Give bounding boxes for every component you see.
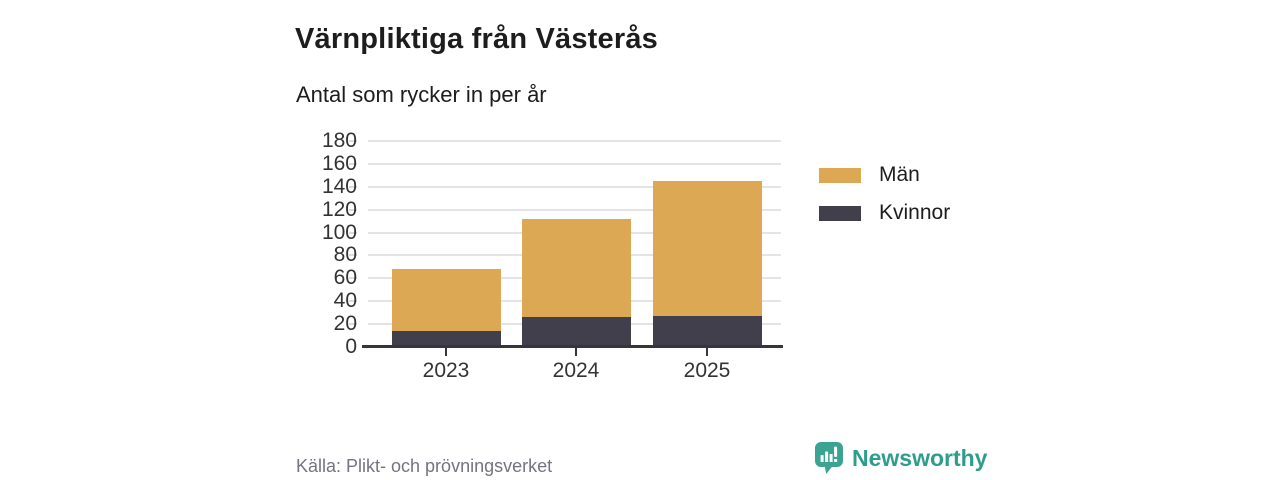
x-tick-2024: [575, 348, 577, 356]
legend-item-men: Män: [819, 163, 950, 187]
x-axis-line: [362, 345, 783, 348]
source-text: Källa: Plikt- och prövningsverket: [296, 456, 553, 476]
x-axis-label-2025: 2025: [683, 359, 731, 382]
y-axis-label-60: 60: [333, 266, 357, 290]
x-tick-2023: [445, 348, 447, 356]
bar-2025-män: [652, 181, 762, 317]
y-axis-label-80: 80: [333, 243, 357, 267]
y-axis-label-180: 180: [321, 129, 357, 152]
bar-2025-kvinnor: [652, 316, 762, 347]
y-tick-20: [349, 323, 357, 326]
brand-name: Newsworthy: [852, 445, 988, 471]
y-tick-180: [349, 140, 357, 142]
y-tick-140: [349, 185, 357, 188]
legend-swatch-men: [819, 167, 861, 183]
y-tick-160: [349, 162, 357, 165]
y-tick-80: [349, 254, 357, 257]
gridline-180: [368, 140, 781, 142]
x-axis-label-2023: 2023: [422, 359, 470, 382]
x-axis-label-2024: 2024: [552, 359, 600, 382]
bar-2024-män: [521, 218, 631, 318]
gridline-140: [368, 185, 781, 188]
y-tick-40: [349, 300, 357, 303]
chart-legend: Män Kvinnor: [819, 163, 950, 239]
legend-label-men: Män: [879, 163, 920, 186]
y-axis-label-140: 140: [321, 174, 357, 198]
y-tick-100: [349, 231, 357, 234]
newsworthy-logo: Newsworthy: [815, 442, 987, 475]
y-tick-120: [349, 208, 357, 211]
bar-2023-män: [391, 269, 501, 331]
y-axis-label-100: 100: [321, 220, 357, 244]
legend-swatch-women: [819, 205, 861, 221]
y-axis-label-120: 120: [321, 197, 357, 221]
y-axis-label-160: 160: [321, 151, 357, 175]
bar-2023-kvinnor: [391, 330, 501, 347]
chart-title: Värnpliktiga från Västerås: [295, 23, 659, 56]
y-axis-label-0: 0: [345, 335, 357, 358]
legend-label-women: Kvinnor: [879, 201, 951, 224]
gridline-160: [368, 162, 781, 165]
y-axis-label-20: 20: [333, 312, 357, 336]
legend-item-women: Kvinnor: [819, 201, 950, 225]
newsworthy-icon: [815, 442, 843, 474]
gridline-120: [368, 208, 781, 211]
bar-2024-kvinnor: [521, 317, 631, 347]
y-tick-60: [349, 277, 357, 280]
y-axis-label-40: 40: [333, 289, 357, 313]
x-tick-2025: [706, 348, 708, 356]
chart-subtitle: Antal som rycker in per år: [296, 82, 547, 107]
